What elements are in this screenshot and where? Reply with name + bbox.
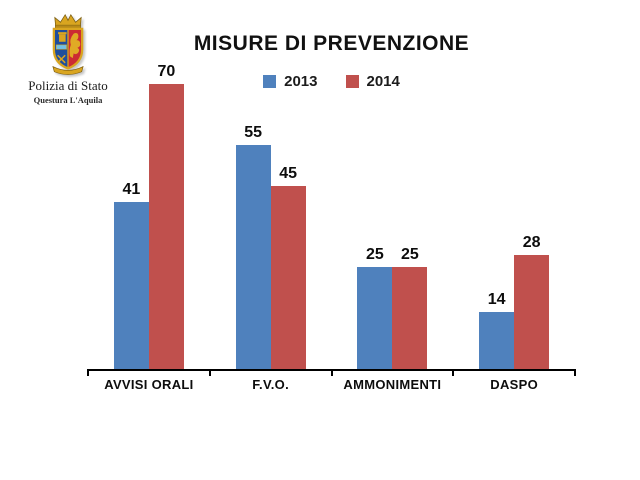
value-label-2014-DASPO: 28 — [522, 234, 541, 251]
x-axis-tick — [452, 369, 455, 376]
bar-2014-F.V.O. — [270, 186, 306, 369]
value-label-2014-AMMONIMENTI: 25 — [400, 246, 419, 263]
logo-subtitle: Questura L'Aquila — [33, 95, 103, 105]
value-label-2014-F.V.O.: 45 — [279, 165, 298, 182]
bar-2014-AMMONIMENTI — [392, 267, 428, 369]
chart-legend: 2013 2014 — [88, 73, 575, 90]
bar-2013-F.V.O. — [235, 145, 271, 369]
x-axis-tick — [330, 369, 333, 376]
x-axis-tick — [574, 369, 576, 376]
category-label-DASPO: DASPO — [490, 377, 538, 392]
polizia-logo: Polizia di Stato Questura L'Aquila — [12, 10, 124, 105]
bar-2013-DASPO — [479, 312, 515, 369]
chart-title: MISURE DI PREVENZIONE — [193, 32, 470, 55]
value-label-2013-F.V.O.: 55 — [244, 124, 263, 141]
value-label-2014-AVVISI ORALI: 70 — [157, 63, 176, 80]
legend-swatch-2014 — [345, 75, 359, 88]
bar-2014-AVVISI ORALI — [148, 84, 184, 369]
value-label-2013-AVVISI ORALI: 41 — [122, 181, 141, 198]
value-label-2013-DASPO: 14 — [487, 291, 506, 308]
bar-2013-AMMONIMENTI — [357, 267, 393, 369]
category-label-F.V.O.: F.V.O. — [252, 377, 289, 392]
category-label-AVVISI ORALI: AVVISI ORALI — [104, 377, 194, 392]
x-axis-tick — [208, 369, 211, 376]
category-label-AMMONIMENTI: AMMONIMENTI — [343, 377, 442, 392]
legend-swatch-2013 — [263, 75, 277, 88]
legend-item-2014: 2014 — [345, 73, 400, 90]
legend-label-2014: 2014 — [366, 73, 400, 90]
legend-label-2013: 2013 — [284, 73, 318, 90]
logo-title: Polizia di Stato — [28, 78, 108, 93]
polizia-crest-icon — [52, 13, 84, 75]
legend-item-2013: 2013 — [263, 73, 318, 90]
x-axis-tick — [87, 369, 89, 376]
bar-2013-AVVISI ORALI — [113, 202, 149, 369]
value-label-2013-AMMONIMENTI: 25 — [365, 246, 384, 263]
bar-2014-DASPO — [514, 255, 550, 369]
